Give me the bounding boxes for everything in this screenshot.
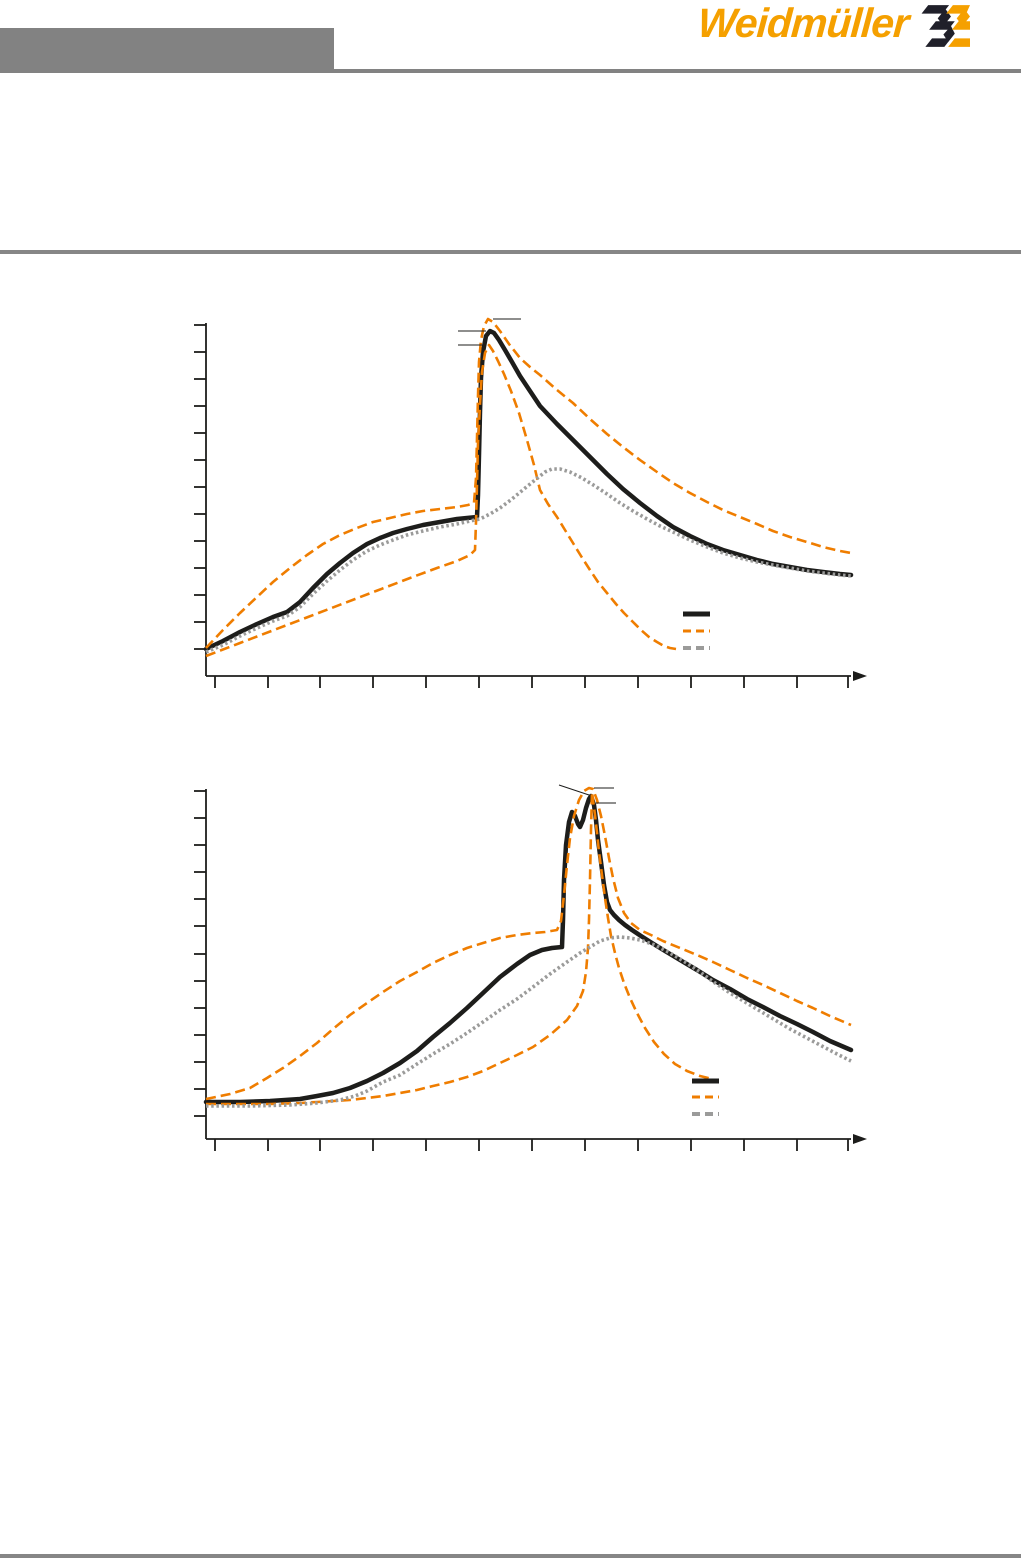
header-rule: [0, 69, 1021, 73]
chart-2-callout-line-1: [558, 784, 590, 796]
chart-1-typical-curve-black: [203, 328, 854, 652]
chart-2-lower-envelope-orange: [206, 790, 713, 1106]
chart-2-typical-curve-black: [203, 793, 854, 1105]
chart-2-typical-curve-gray-dotted: [206, 935, 852, 1108]
chart-1-lower-envelope-orange: [205, 343, 677, 658]
chart-2-x-axis-arrow-icon: [853, 1134, 867, 1144]
footer-rule: [0, 1554, 1021, 1558]
chart-1-typical-curve-gray-dotted: [205, 467, 852, 654]
chart-2: [194, 784, 867, 1151]
chart-2-upper-envelope-orange: [205, 786, 852, 1101]
chart-1: [194, 317, 867, 688]
weidmueller-logo-mark-icon: [921, 5, 971, 47]
logo-mark-orange: [946, 5, 971, 47]
header-gray-bar: [0, 28, 334, 69]
weidmueller-logo: Weidmüller: [696, 0, 971, 49]
section-divider-rule: [0, 250, 1021, 254]
chart-1-upper-envelope-orange: [205, 317, 852, 649]
chart-1-x-axis-arrow-icon: [853, 671, 867, 681]
logo-mark-black: [921, 5, 956, 47]
